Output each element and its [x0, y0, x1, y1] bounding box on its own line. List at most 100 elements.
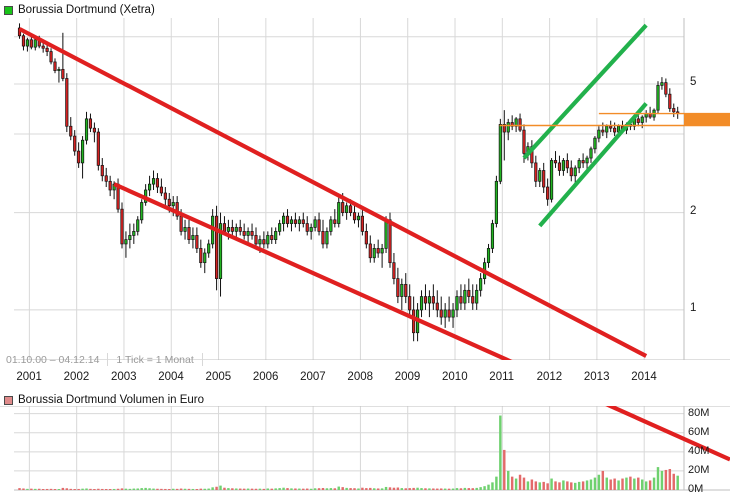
- volume-bar: [101, 488, 104, 490]
- volume-bar: [120, 488, 124, 490]
- candle-body: [230, 227, 234, 232]
- volume-bar: [38, 488, 41, 490]
- volume-bar: [436, 488, 439, 490]
- volume-bar: [396, 487, 400, 490]
- red-square-icon: [4, 395, 13, 405]
- candle-body: [597, 129, 601, 139]
- volume-bar: [432, 488, 435, 490]
- volume-y-tick-label: 0M: [688, 483, 704, 495]
- candle-body: [250, 231, 254, 236]
- volume-bar: [175, 488, 179, 490]
- price-chart-panel[interactable]: [0, 18, 730, 360]
- candle-body: [569, 167, 573, 177]
- volume-bar: [483, 486, 486, 490]
- volume-y-tick-label: 20M: [688, 463, 710, 476]
- candle-body: [372, 248, 376, 259]
- volume-bar: [144, 487, 147, 490]
- candle-body: [550, 160, 554, 200]
- candle-body: [100, 165, 104, 177]
- candle-body: [431, 296, 435, 304]
- volume-y-tick-label: 40M: [688, 444, 710, 457]
- volume-bar: [26, 488, 29, 490]
- volume-bar: [258, 488, 262, 490]
- candle-body: [136, 219, 140, 232]
- volume-bar: [199, 488, 203, 490]
- candle-body: [254, 235, 258, 245]
- candle-body: [664, 82, 668, 95]
- volume-bar: [30, 488, 33, 490]
- candle-body: [155, 178, 160, 188]
- volume-chart-title-label: Borussia Dortmund Volumen in Euro: [18, 394, 205, 406]
- candle-body: [506, 122, 510, 133]
- volume-bar: [306, 488, 309, 490]
- candle-body: [337, 202, 341, 224]
- volume-bar: [365, 488, 368, 490]
- candle-body: [45, 47, 49, 52]
- volume-bar: [215, 486, 218, 490]
- candle-body: [84, 118, 89, 141]
- candle-body: [412, 309, 416, 334]
- volume-bar: [128, 488, 132, 490]
- volume-bar: [601, 470, 605, 490]
- candle-body: [486, 248, 491, 264]
- volume-chart-panel[interactable]: [0, 406, 730, 496]
- candle-body: [61, 68, 65, 79]
- candle-body: [518, 118, 522, 131]
- candle-body: [179, 215, 183, 232]
- volume-bar: [400, 488, 404, 490]
- volume-bar: [534, 481, 538, 490]
- candle-body: [73, 135, 77, 152]
- volume-bar: [648, 480, 652, 490]
- descending-channel-upper: [18, 27, 648, 358]
- candle-body: [368, 243, 372, 259]
- price-y-tick-label: 5: [690, 75, 697, 88]
- volume-bar: [388, 487, 392, 490]
- x-tick-label: 2002: [63, 371, 90, 383]
- volume-bar: [294, 488, 297, 490]
- x-tick-label: 2009: [394, 371, 421, 383]
- volume-bar: [605, 477, 608, 490]
- candle-body: [553, 160, 558, 164]
- candle-body: [266, 235, 270, 245]
- volume-bar: [317, 488, 321, 490]
- volume-bar: [49, 488, 53, 490]
- volume-bar: [404, 488, 407, 490]
- candle-body: [289, 219, 294, 224]
- volume-bar: [660, 470, 664, 490]
- candle-body: [171, 202, 175, 207]
- volume-bar: [463, 487, 467, 490]
- volume-bar: [112, 488, 116, 490]
- resistance-zone-fill: [684, 113, 730, 126]
- volume-bar: [254, 488, 258, 490]
- volume-bar: [207, 488, 210, 490]
- candle-body: [471, 296, 475, 304]
- volume-bar: [621, 478, 624, 490]
- candle-body: [573, 167, 577, 177]
- candle-body: [77, 150, 81, 164]
- volume-bar: [152, 488, 155, 490]
- candle-body: [270, 235, 274, 240]
- candle-body: [195, 235, 199, 249]
- volume-bar: [290, 488, 293, 490]
- candle-body: [542, 170, 546, 188]
- x-tick-label: 2011: [489, 371, 515, 383]
- x-tick-label: 2007: [300, 371, 326, 383]
- candle-body: [191, 235, 195, 240]
- volume-bar: [609, 479, 612, 490]
- candle-body: [400, 283, 404, 297]
- volume-bar: [211, 487, 214, 490]
- candle-body: [238, 227, 242, 232]
- volume-bar: [105, 489, 108, 490]
- candle-body: [25, 39, 29, 47]
- volume-bar: [526, 481, 530, 490]
- volume-bar: [664, 469, 668, 490]
- volume-bar: [246, 488, 250, 490]
- descending-channel-lower: [113, 182, 513, 360]
- volume-bar: [550, 478, 553, 490]
- candle-body: [514, 118, 518, 127]
- volume-y-tick-label: 80M: [688, 406, 710, 419]
- candle-body: [522, 129, 526, 154]
- volume-bar: [629, 476, 632, 490]
- candle-body: [419, 296, 424, 311]
- candle-body: [352, 212, 357, 221]
